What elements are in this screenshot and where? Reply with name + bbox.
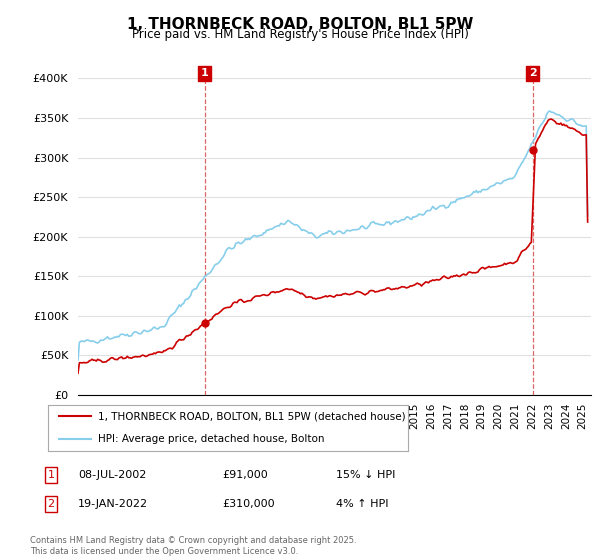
Text: HPI: Average price, detached house, Bolton: HPI: Average price, detached house, Bolt… [98, 435, 325, 444]
Text: £310,000: £310,000 [222, 499, 275, 509]
Text: 1, THORNBECK ROAD, BOLTON, BL1 5PW (detached house): 1, THORNBECK ROAD, BOLTON, BL1 5PW (deta… [98, 412, 406, 421]
Text: 19-JAN-2022: 19-JAN-2022 [78, 499, 148, 509]
Text: 1, THORNBECK ROAD, BOLTON, BL1 5PW: 1, THORNBECK ROAD, BOLTON, BL1 5PW [127, 17, 473, 32]
Text: 08-JUL-2002: 08-JUL-2002 [78, 470, 146, 480]
Text: 2: 2 [47, 499, 55, 509]
Text: 1: 1 [201, 68, 209, 78]
Text: Contains HM Land Registry data © Crown copyright and database right 2025.
This d: Contains HM Land Registry data © Crown c… [30, 536, 356, 556]
Text: 1: 1 [47, 470, 55, 480]
Text: 15% ↓ HPI: 15% ↓ HPI [336, 470, 395, 480]
Text: Price paid vs. HM Land Registry's House Price Index (HPI): Price paid vs. HM Land Registry's House … [131, 28, 469, 41]
Text: £91,000: £91,000 [222, 470, 268, 480]
Text: 4% ↑ HPI: 4% ↑ HPI [336, 499, 389, 509]
Text: 2: 2 [529, 68, 536, 78]
